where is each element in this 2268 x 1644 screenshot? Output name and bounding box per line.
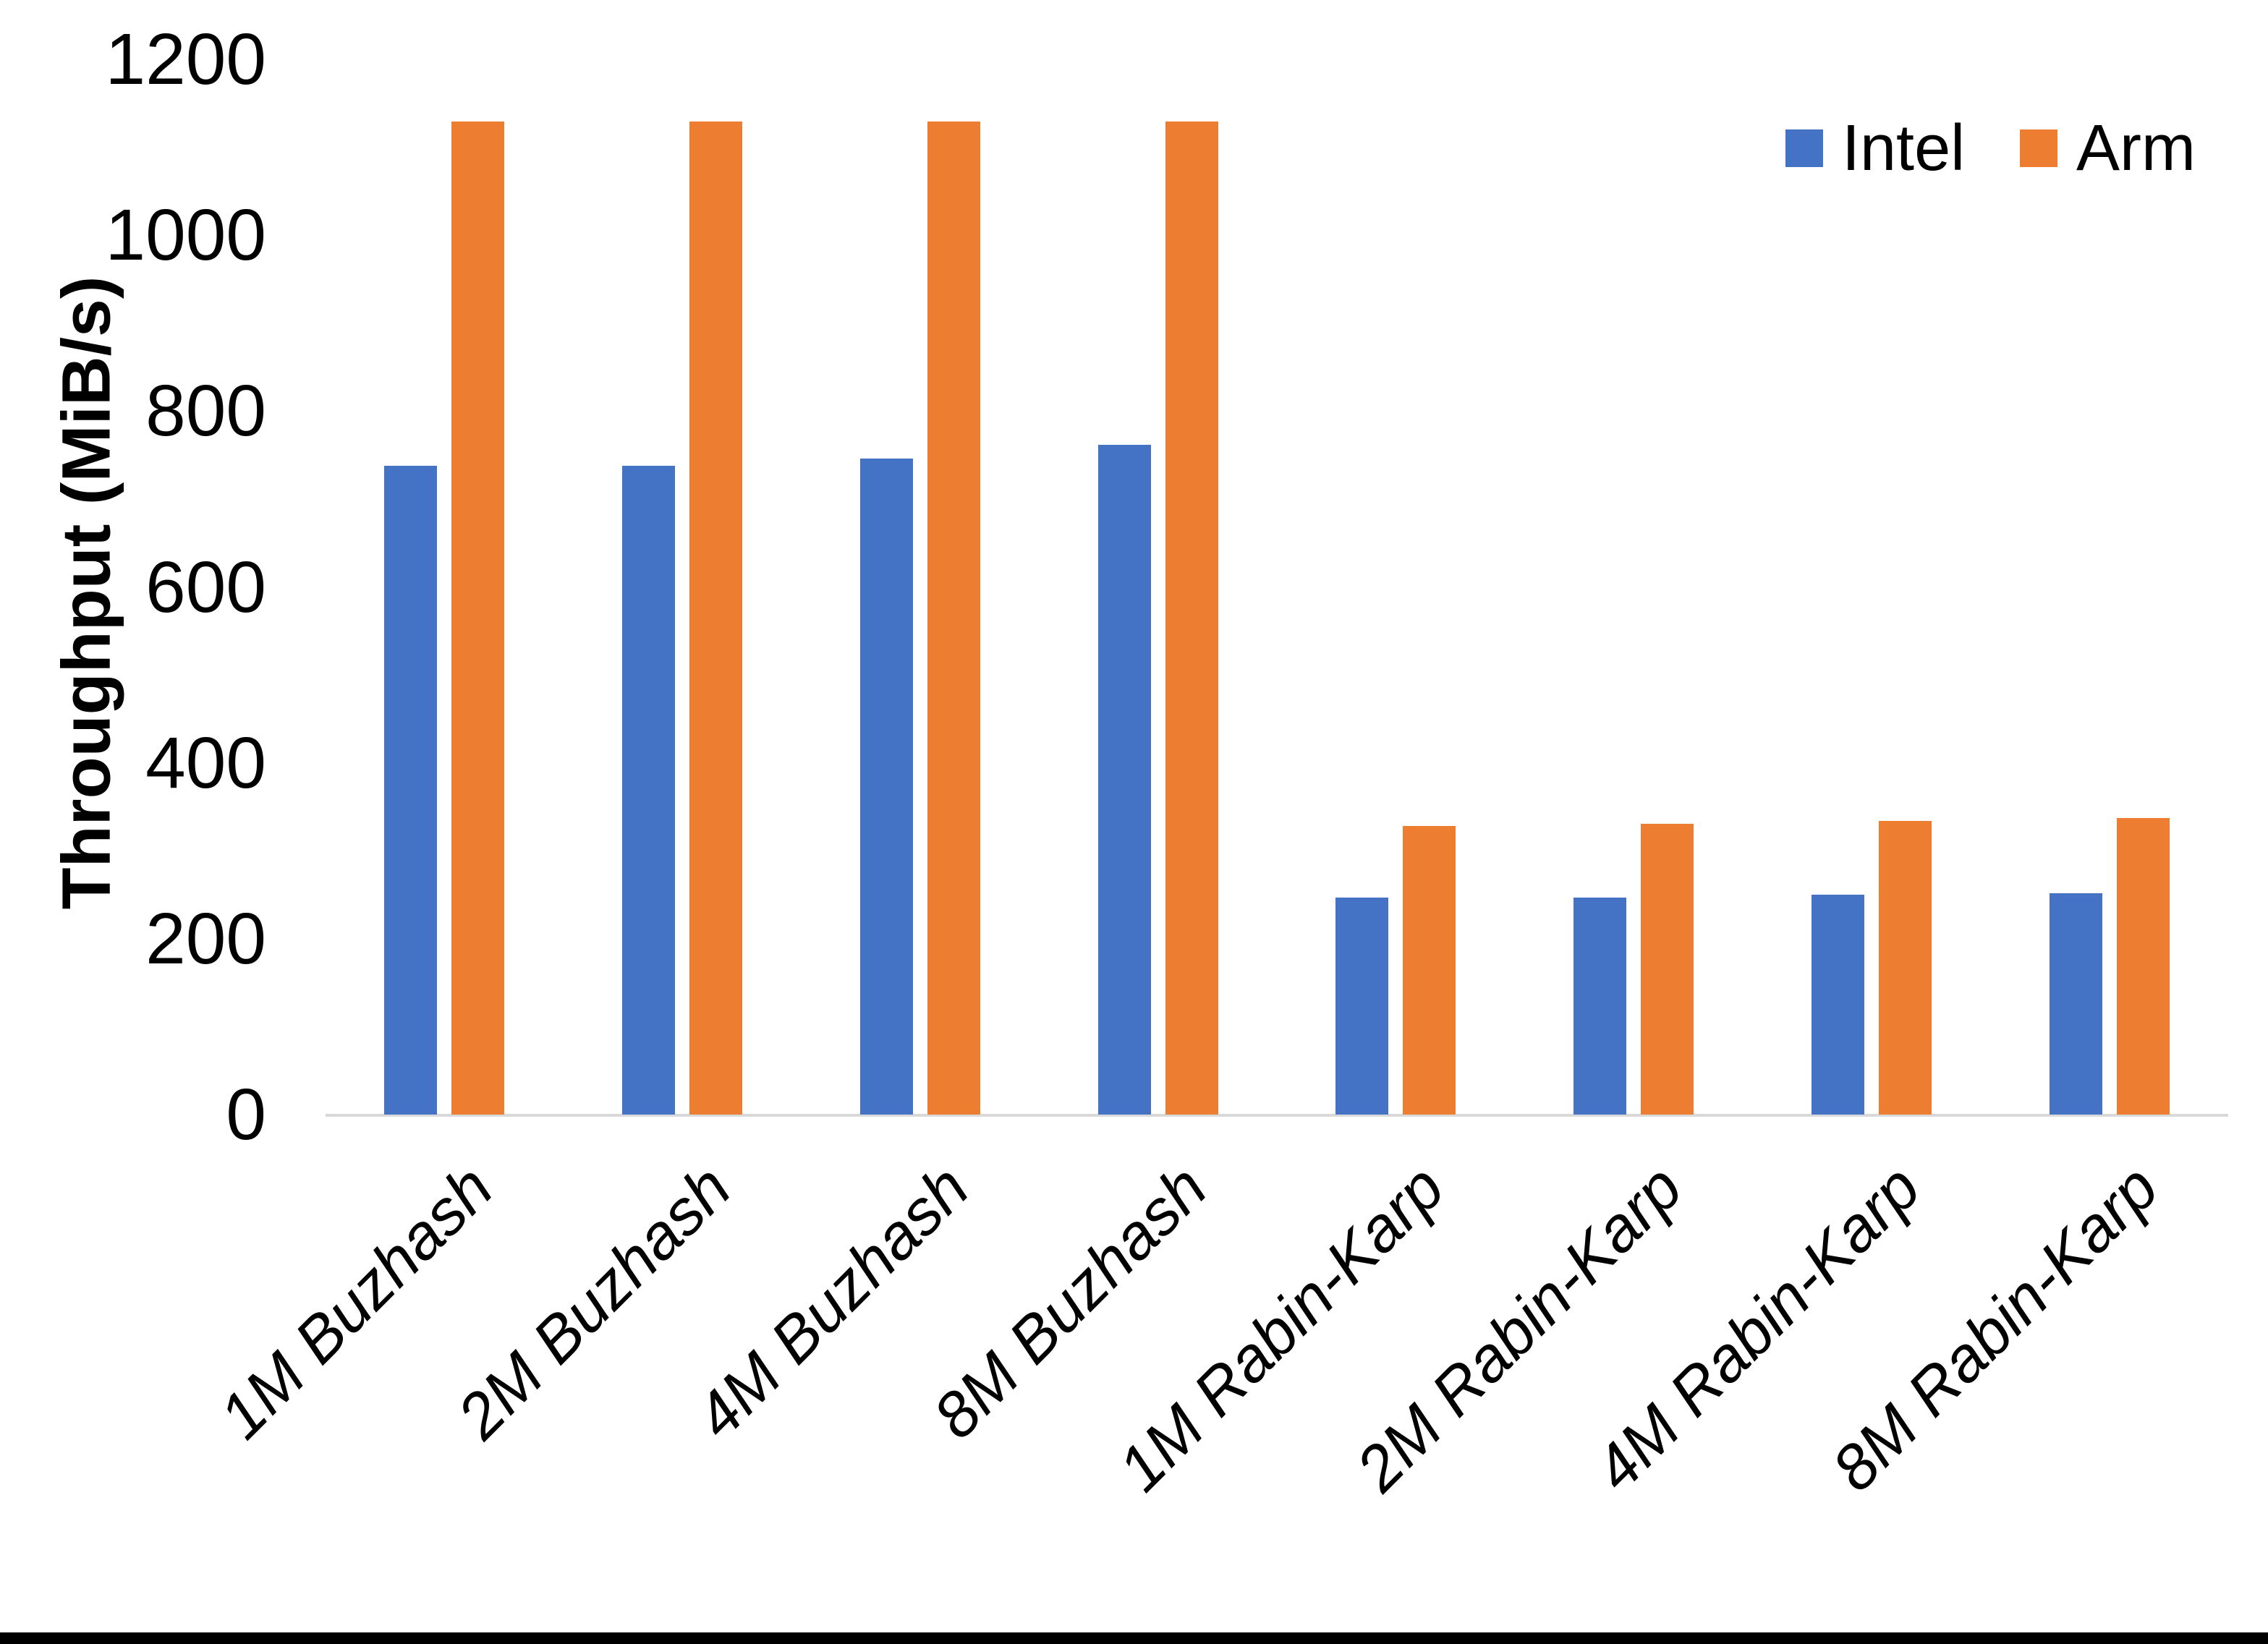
bar-intel-4m-buzhash (860, 459, 913, 1115)
y-tick-label-1000: 1000 (105, 195, 266, 276)
bar-arm-1m-buzhash (451, 122, 504, 1115)
bar-intel-2m-rabin-karp (1573, 898, 1626, 1115)
x-label-1m-buzhash: 1M Buzhash (205, 1151, 507, 1452)
x-axis-line (326, 1114, 2228, 1117)
bar-intel-1m-buzhash (384, 466, 437, 1115)
legend-item-intel: Intel (1785, 108, 1965, 188)
y-tick-label-800: 800 (145, 370, 266, 452)
legend-swatch-intel (1785, 129, 1823, 167)
bar-intel-1m-rabin-karp (1335, 898, 1388, 1115)
y-tick-label-400: 400 (145, 722, 266, 804)
legend-swatch-arm (2020, 129, 2057, 167)
legend-label-intel: Intel (1842, 112, 1966, 184)
y-tick-label-200: 200 (145, 898, 266, 979)
bar-arm-1m-rabin-karp (1403, 826, 1456, 1115)
bottom-border-line (0, 1632, 2268, 1644)
bar-arm-4m-buzhash (927, 122, 980, 1115)
bar-intel-8m-rabin-karp (2050, 893, 2102, 1115)
y-tick-label-600: 600 (145, 546, 266, 628)
bar-arm-2m-rabin-karp (1641, 824, 1694, 1115)
bar-intel-4m-rabin-karp (1812, 895, 1864, 1115)
bar-intel-2m-buzhash (622, 466, 675, 1115)
legend-item-arm: Arm (2020, 108, 2196, 188)
y-tick-label-0: 0 (226, 1074, 266, 1155)
y-tick-label-1200: 1200 (105, 19, 266, 100)
legend-label-arm: Arm (2076, 112, 2196, 184)
bar-arm-2m-buzhash (689, 122, 742, 1115)
bar-arm-8m-rabin-karp (2117, 818, 2170, 1115)
legend: Intel Arm (0, 108, 2268, 188)
bar-intel-8m-buzhash (1098, 445, 1151, 1115)
bar-arm-4m-rabin-karp (1879, 821, 1932, 1115)
bar-arm-8m-buzhash (1165, 122, 1218, 1115)
